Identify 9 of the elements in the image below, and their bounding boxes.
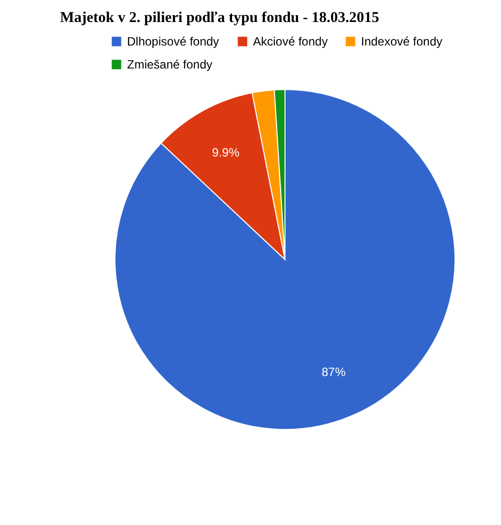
chart-title: Majetok v 2. pilieri podľa typu fondu - 18.03.2015 <box>60 10 380 26</box>
legend-label: Dlhopisové fondy <box>127 34 220 49</box>
pie-slice <box>160 92 286 260</box>
pie-slice <box>114 89 456 430</box>
data-label: 9.9% <box>212 145 240 160</box>
legend-label: Indexové fondy <box>361 34 442 49</box>
data-label: 87% <box>322 364 346 379</box>
legend-label: Akciové fondy <box>253 34 328 49</box>
legend-label: Zmiešané fondy <box>127 58 212 72</box>
